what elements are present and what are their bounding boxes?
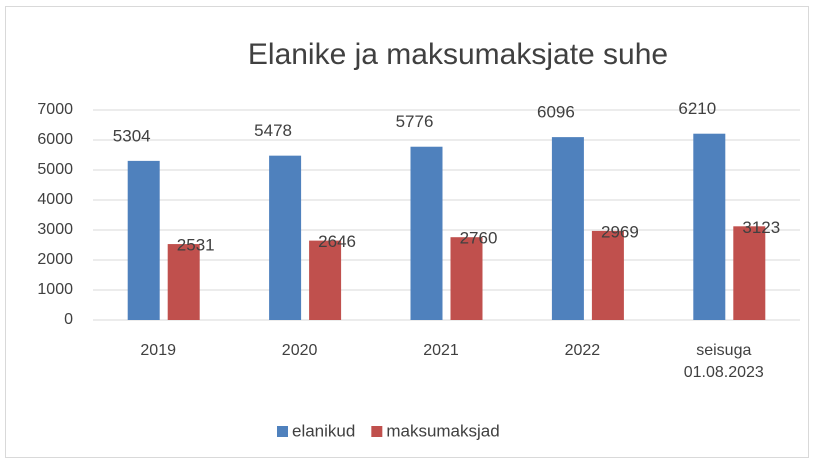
- chart-border: [5, 6, 809, 458]
- x-tick-label: 2019: [140, 342, 176, 359]
- bar: [410, 146, 443, 320]
- data-label: 2646: [318, 232, 356, 251]
- data-label: 5478: [254, 121, 292, 140]
- x-tick-label: 2020: [281, 342, 318, 359]
- data-label: 2531: [177, 236, 215, 255]
- x-tick-label: 2022: [564, 342, 601, 359]
- bar: [309, 240, 342, 320]
- y-tick-label: 7000: [37, 101, 73, 118]
- bar: [167, 244, 200, 320]
- legend-label: maksumaksjad: [386, 421, 499, 440]
- legend-swatch: [277, 426, 288, 437]
- y-tick-label: 3000: [37, 221, 73, 238]
- bar: [693, 133, 726, 320]
- bar: [591, 230, 624, 320]
- x-tick-label: seisuga 01.08.2023: [683, 342, 764, 381]
- bar: [551, 137, 584, 320]
- data-label: 2760: [460, 229, 498, 248]
- y-tick-label: 0: [64, 311, 73, 328]
- data-label: 2969: [601, 222, 639, 241]
- data-label: 5304: [113, 126, 151, 145]
- y-tick-label: 1000: [37, 281, 73, 298]
- bar: [450, 237, 483, 320]
- y-tick-label: 2000: [37, 251, 73, 268]
- legend-swatch: [371, 426, 383, 437]
- bar: [733, 226, 766, 320]
- data-label: 3123: [742, 218, 780, 237]
- data-label: 6096: [537, 103, 575, 122]
- data-label: 5776: [396, 112, 434, 131]
- chart-title: Elanike ja maksumaksjate suhe: [248, 38, 668, 71]
- x-tick-label: 2021: [423, 342, 459, 359]
- data-label: 6210: [678, 99, 716, 118]
- legend-label: elanikud: [292, 421, 355, 440]
- y-tick-label: 5000: [37, 161, 73, 178]
- bar: [269, 155, 302, 320]
- bar: [127, 160, 160, 320]
- y-tick-label: 4000: [37, 191, 73, 208]
- y-tick-label: 6000: [37, 131, 73, 148]
